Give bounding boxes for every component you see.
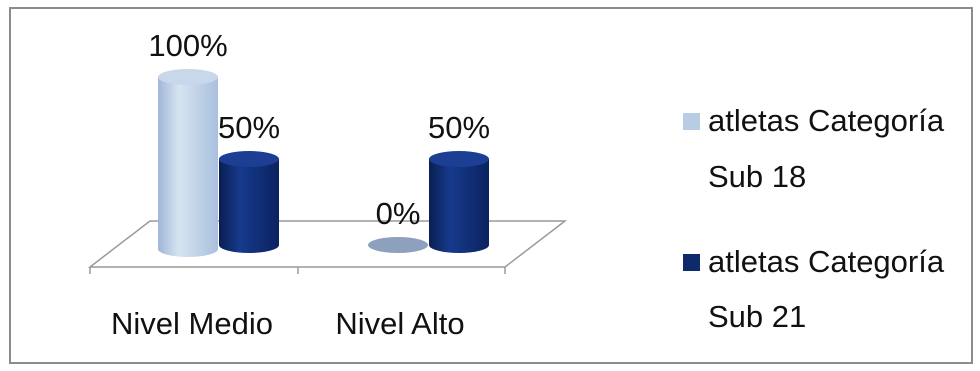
bar-cap bbox=[429, 151, 489, 167]
data-label: 50% bbox=[428, 110, 490, 145]
bar-cap bbox=[368, 237, 428, 253]
data-label: 0% bbox=[376, 196, 421, 231]
legend-label-sub21-line2: Sub 21 bbox=[708, 299, 806, 334]
data-label: 100% bbox=[148, 28, 227, 63]
bar-cap bbox=[219, 151, 279, 167]
bar-nivel-alto-atletas-categoria-sub-18: 0% bbox=[368, 196, 428, 253]
bar-body bbox=[429, 159, 489, 253]
legend: atletas Categoría Sub 18 atletas Categor… bbox=[683, 103, 945, 334]
data-label: 50% bbox=[218, 110, 280, 145]
bar-cap bbox=[158, 69, 218, 85]
legend-label-sub21-line1: atletas Categoría bbox=[708, 244, 945, 279]
legend-swatch-sub21 bbox=[683, 254, 700, 271]
legend-label-sub18-line2: Sub 18 bbox=[708, 159, 806, 194]
legend-swatch-sub18 bbox=[683, 113, 700, 130]
bar-nivel-alto-atletas-categoria-sub-21: 50% bbox=[428, 110, 490, 253]
bar-body bbox=[158, 77, 218, 257]
bar-body bbox=[219, 159, 279, 253]
bars-layer: 100% 50% 0% 50% bbox=[148, 28, 490, 257]
bar-nivel-medio-atletas-categoria-sub-21: 50% bbox=[218, 110, 280, 253]
legend-label-sub18-line1: atletas Categoría bbox=[708, 103, 945, 138]
bar-nivel-medio-atletas-categoria-sub-18: 100% bbox=[148, 28, 228, 257]
category-label-nivel-medio: Nivel Medio bbox=[111, 306, 273, 341]
category-label-nivel-alto: Nivel Alto bbox=[335, 306, 464, 341]
